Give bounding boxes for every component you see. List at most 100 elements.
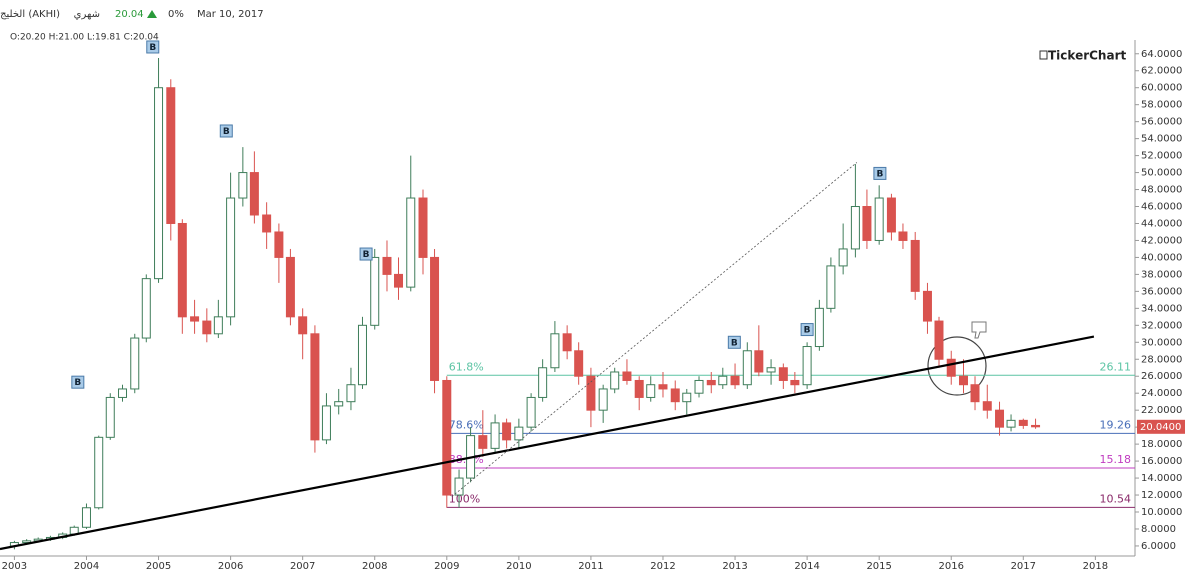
y-tick-label: 16.0000 (1141, 456, 1182, 467)
candle-body (1018, 419, 1028, 426)
x-tick-label: 2007 (290, 561, 315, 572)
trendline (451, 162, 858, 497)
candle-body (526, 396, 536, 428)
ohlc: O:20.20 H:21.00 L:19.81 C:20.04 (10, 33, 159, 43)
candle-body (742, 350, 752, 386)
candle-body (934, 320, 944, 360)
candle-body (646, 384, 656, 398)
candle-body (634, 379, 644, 398)
candle-body (357, 324, 367, 386)
candle-body (334, 401, 344, 407)
candle-body (622, 371, 632, 381)
candle-body (538, 367, 548, 398)
candle-body (249, 172, 259, 216)
candle-body (826, 265, 836, 309)
y-tick-label: 40.0000 (1141, 252, 1182, 263)
candle-body (910, 239, 920, 292)
y-tick-label: 54.0000 (1141, 134, 1182, 145)
y-tick-label: 42.0000 (1141, 235, 1182, 246)
candle-body (190, 316, 200, 322)
y-tick-label: 30.0000 (1141, 337, 1182, 348)
candle-body (1031, 424, 1041, 428)
candle-body (262, 214, 272, 233)
candle-body (94, 436, 104, 509)
x-tick-label: 2008 (362, 561, 387, 572)
x-tick-label: 2010 (506, 561, 531, 572)
signal-marker (800, 323, 814, 337)
y-tick-label: 36.0000 (1141, 286, 1182, 297)
candle-body (118, 388, 128, 398)
x-tick-label: 2005 (146, 561, 171, 572)
fib-value: 15.18 (1100, 453, 1132, 466)
y-tick-label: 58.0000 (1141, 100, 1182, 111)
y-tick-label: 26.0000 (1141, 371, 1182, 382)
candle-body (850, 206, 860, 250)
fib-value: 19.26 (1100, 418, 1132, 431)
candle-body (982, 401, 992, 411)
candle-body (598, 388, 608, 411)
price: 20.04 (115, 9, 144, 20)
signal-marker (359, 247, 373, 261)
candle-body (202, 320, 212, 335)
candle-body (370, 256, 380, 326)
y-tick-label: 34.0000 (1141, 303, 1182, 314)
last-price-label: 20.0400 (1140, 422, 1181, 433)
candle-body (141, 278, 151, 339)
candle-body (970, 384, 980, 403)
signal-label: B (223, 127, 230, 137)
candle-body (670, 388, 680, 403)
highlight-circle (927, 336, 987, 396)
candle-body (814, 307, 824, 348)
candle-body (81, 507, 91, 528)
candle-body (1006, 419, 1016, 428)
fib-value: 26.11 (1100, 360, 1132, 373)
candle-body (802, 346, 812, 386)
candle-body (406, 197, 416, 288)
x-tick-label: 2014 (794, 561, 819, 572)
candle-body (898, 231, 908, 241)
candle-body (790, 379, 800, 386)
y-tick-label: 8.0000 (1141, 524, 1176, 535)
last-price-tag (1137, 419, 1185, 434)
period: شهري (74, 9, 100, 20)
x-tick-label: 2004 (74, 561, 99, 572)
candle-body (454, 477, 464, 496)
candle-body (995, 409, 1005, 428)
candle-body (382, 256, 392, 275)
signal-marker (873, 166, 887, 180)
signal-label: B (149, 43, 156, 53)
x-tick-label: 2009 (434, 561, 459, 572)
candle-body (562, 333, 572, 352)
candle-body (874, 197, 884, 241)
y-tick-label: 32.0000 (1141, 320, 1182, 331)
candle-body (958, 375, 968, 386)
candle-body (862, 206, 872, 241)
x-tick-label: 2015 (866, 561, 891, 572)
x-tick-label: 2016 (939, 561, 964, 572)
signal-label: B (876, 169, 883, 179)
y-tick-label: 12.0000 (1141, 490, 1182, 501)
candle-body (694, 379, 704, 394)
y-tick-label: 28.0000 (1141, 354, 1182, 365)
x-tick-label: 2006 (218, 561, 243, 572)
y-tick-label: 60.0000 (1141, 83, 1182, 94)
candle-body (514, 426, 524, 441)
candle-body (730, 375, 740, 386)
y-tick-label: 44.0000 (1141, 218, 1182, 229)
candle-body (226, 197, 236, 318)
x-tick-label: 2012 (650, 561, 675, 572)
thumbs-down-icon (971, 321, 987, 339)
candle-body (922, 290, 932, 322)
candle-body (430, 256, 440, 381)
candle-body (754, 350, 764, 373)
candle-body (478, 435, 488, 449)
candle-body (418, 197, 428, 258)
candle-body (574, 350, 584, 377)
signal-marker (727, 335, 741, 349)
logo: TickerChart (1048, 49, 1126, 63)
x-tick-label: 2003 (2, 561, 27, 572)
y-tick-label: 14.0000 (1141, 473, 1182, 484)
fib-value: 10.54 (1100, 492, 1132, 505)
